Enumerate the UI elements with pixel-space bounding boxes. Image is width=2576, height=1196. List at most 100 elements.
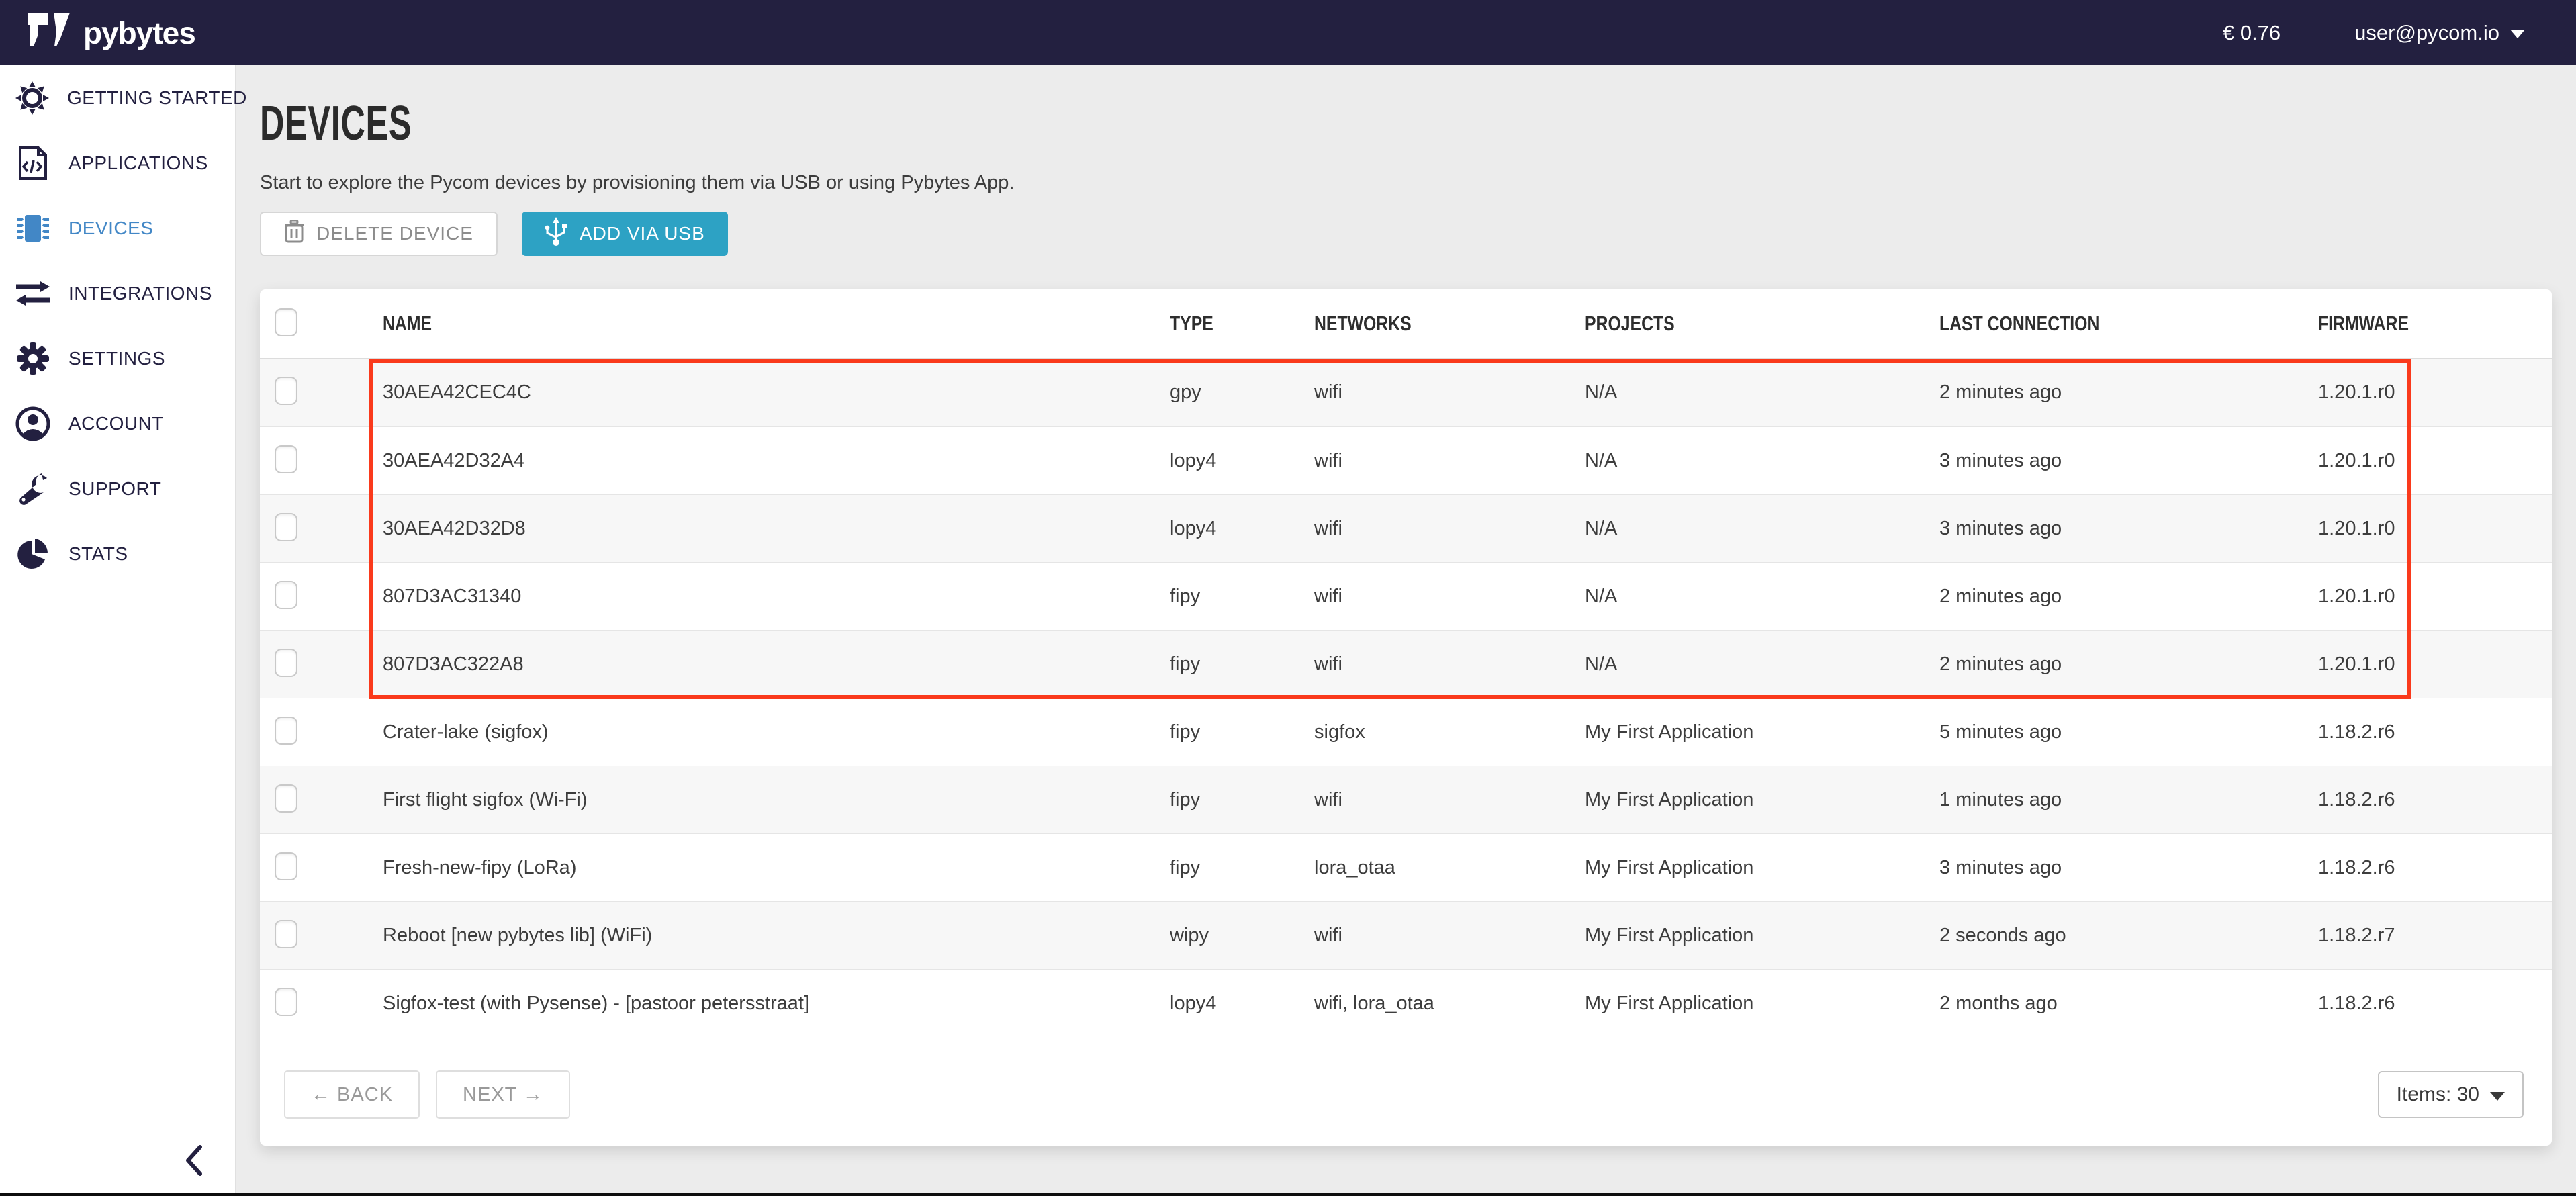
device-type: fipy xyxy=(1170,585,1201,607)
device-networks: wifi, lora_otaa xyxy=(1314,992,1434,1014)
gear-icon xyxy=(15,342,51,375)
sun-icon xyxy=(15,81,50,116)
sidebar-item-label: STATS xyxy=(68,543,128,564)
row-checkbox[interactable] xyxy=(275,716,297,745)
sidebar-item-applications[interactable]: APPLICATIONS xyxy=(0,130,235,195)
device-firmware: 1.20.1.r0 xyxy=(2318,517,2395,539)
device-type: fipy xyxy=(1170,788,1201,811)
column-header-name[interactable]: NAME xyxy=(383,312,432,335)
column-header-type[interactable]: TYPE xyxy=(1170,312,1213,335)
chip-icon xyxy=(15,211,51,246)
sidebar-item-devices[interactable]: DEVICES xyxy=(0,195,235,261)
device-networks: wifi xyxy=(1314,585,1342,607)
sidebar-item-label: APPLICATIONS xyxy=(68,152,208,173)
back-button[interactable]: ← BACK xyxy=(284,1070,420,1119)
items-per-page-dropdown[interactable]: Items: 30 xyxy=(2377,1071,2524,1118)
user-circle-icon xyxy=(15,406,51,441)
device-name: 807D3AC31340 xyxy=(383,585,522,607)
row-checkbox[interactable] xyxy=(275,580,297,609)
device-networks: sigfox xyxy=(1314,721,1365,743)
device-type: lopy4 xyxy=(1170,992,1217,1014)
device-firmware: 1.20.1.r0 xyxy=(2318,381,2395,403)
device-firmware: 1.18.2.r6 xyxy=(2318,721,2395,743)
device-last-connection: 3 minutes ago xyxy=(1939,856,2062,878)
column-header-networks[interactable]: NETWORKS xyxy=(1314,312,1412,335)
user-email: user@pycom.io xyxy=(2354,20,2499,44)
device-last-connection: 3 minutes ago xyxy=(1939,517,2062,539)
sidebar-item-settings[interactable]: SETTINGS xyxy=(0,326,235,391)
user-menu[interactable]: user@pycom.io xyxy=(2354,21,2525,45)
device-firmware: 1.18.2.r6 xyxy=(2318,788,2395,811)
table-row[interactable]: 807D3AC322A8 fipy wifi N/A 2 minutes ago… xyxy=(260,630,2552,698)
sidebar-item-label: SETTINGS xyxy=(68,347,166,369)
device-type: fipy xyxy=(1170,856,1201,878)
device-name: 30AEA42D32A4 xyxy=(383,449,525,471)
page-title: DEVICES xyxy=(260,97,412,150)
device-type: gpy xyxy=(1170,381,1201,403)
device-type: fipy xyxy=(1170,721,1201,743)
row-checkbox[interactable] xyxy=(275,987,297,1016)
row-checkbox[interactable] xyxy=(275,784,297,813)
devices-table-card: NAME TYPE NETWORKS PROJECTS LAST CONNECT… xyxy=(260,289,2552,1146)
row-checkbox[interactable] xyxy=(275,512,297,541)
sidebar-item-label: INTEGRATIONS xyxy=(68,282,212,304)
table-row[interactable]: 30AEA42D32D8 lopy4 wifi N/A 3 minutes ag… xyxy=(260,494,2552,562)
device-last-connection: 2 seconds ago xyxy=(1939,924,2066,946)
items-per-page-label: Items: 30 xyxy=(2396,1083,2479,1105)
pybytes-logo[interactable]: pybytes xyxy=(27,11,196,54)
device-networks: wifi xyxy=(1314,788,1342,811)
sidebar-item-getting-started[interactable]: GETTING STARTED xyxy=(0,65,246,130)
device-firmware: 1.18.2.r6 xyxy=(2318,992,2395,1014)
device-type: lopy4 xyxy=(1170,517,1217,539)
add-via-usb-label: ADD VIA USB xyxy=(579,223,705,244)
table-row[interactable]: 30AEA42D32A4 lopy4 wifi N/A 3 minutes ag… xyxy=(260,426,2552,494)
device-projects: N/A xyxy=(1585,653,1618,675)
table-row[interactable]: 30AEA42CEC4C gpy wifi N/A 2 minutes ago … xyxy=(260,359,2552,426)
device-name: First flight sigfox (Wi-Fi) xyxy=(383,788,588,811)
sidebar-item-support[interactable]: SUPPORT xyxy=(0,456,235,521)
device-networks: wifi xyxy=(1314,653,1342,675)
toolbar: DELETE DEVICE ADD VIA USB xyxy=(260,212,2552,256)
window-bottom-edge xyxy=(0,1193,2576,1196)
table-row[interactable]: Reboot [new pybytes lib] (WiFi) wipy wif… xyxy=(260,901,2552,969)
device-networks: lora_otaa xyxy=(1314,856,1395,878)
device-projects: My First Application xyxy=(1585,788,1754,811)
select-all-checkbox[interactable] xyxy=(275,308,297,336)
device-type: fipy xyxy=(1170,653,1201,675)
pie-chart-icon xyxy=(15,537,51,571)
device-last-connection: 1 minutes ago xyxy=(1939,788,2062,811)
device-name: Reboot [new pybytes lib] (WiFi) xyxy=(383,924,653,946)
trash-icon xyxy=(284,219,304,248)
add-via-usb-button[interactable]: ADD VIA USB xyxy=(521,212,728,256)
sidebar-item-integrations[interactable]: INTEGRATIONS xyxy=(0,261,235,326)
pagination: ← BACK NEXT → Items: 30 xyxy=(260,1037,2552,1146)
table-row[interactable]: Crater-lake (sigfox) fipy sigfox My Firs… xyxy=(260,698,2552,766)
device-projects: My First Application xyxy=(1585,924,1754,946)
device-name: 807D3AC322A8 xyxy=(383,653,524,675)
column-header-projects[interactable]: PROJECTS xyxy=(1585,312,1675,335)
table-row[interactable]: 807D3AC31340 fipy wifi N/A 2 minutes ago… xyxy=(260,562,2552,630)
table-row[interactable]: Fresh-new-fipy (LoRa) fipy lora_otaa My … xyxy=(260,833,2552,901)
sidebar-item-stats[interactable]: STATS xyxy=(0,521,235,586)
table-row[interactable]: First flight sigfox (Wi-Fi) fipy wifi My… xyxy=(260,766,2552,833)
table-row[interactable]: Sigfox-test (with Pysense) - [pastoor pe… xyxy=(260,969,2552,1037)
device-name: Crater-lake (sigfox) xyxy=(383,721,549,743)
column-header-last-connection[interactable]: LAST CONNECTION xyxy=(1939,312,2100,335)
row-checkbox[interactable] xyxy=(275,445,297,473)
row-checkbox[interactable] xyxy=(275,852,297,880)
pybytes-logo-mark-icon xyxy=(27,11,71,54)
row-checkbox[interactable] xyxy=(275,648,297,677)
next-button[interactable]: NEXT → xyxy=(436,1070,570,1119)
sidebar-collapse-button[interactable] xyxy=(183,1143,205,1181)
row-checkbox[interactable] xyxy=(275,377,297,405)
logo-text: pybytes xyxy=(83,15,196,50)
delete-device-button[interactable]: DELETE DEVICE xyxy=(260,212,498,256)
device-networks: wifi xyxy=(1314,381,1342,403)
row-checkbox[interactable] xyxy=(275,919,297,948)
table-header-row: NAME TYPE NETWORKS PROJECTS LAST CONNECT… xyxy=(260,289,2552,359)
device-projects: N/A xyxy=(1585,381,1618,403)
column-header-firmware[interactable]: FIRMWARE xyxy=(2318,312,2409,335)
device-networks: wifi xyxy=(1314,924,1342,946)
device-projects: My First Application xyxy=(1585,992,1754,1014)
sidebar-item-account[interactable]: ACCOUNT xyxy=(0,391,235,456)
